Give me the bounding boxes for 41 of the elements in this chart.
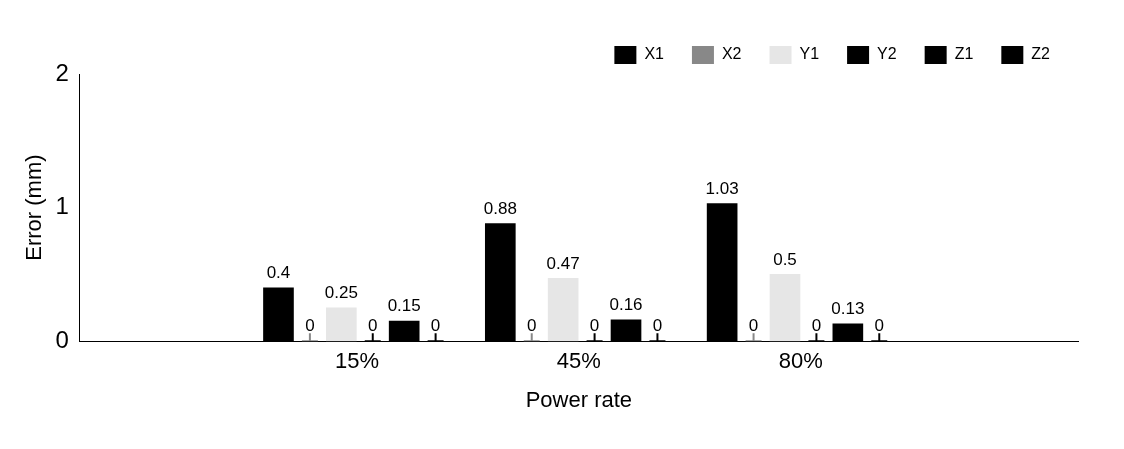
data-label: 0 — [874, 316, 885, 336]
bar — [706, 203, 738, 342]
bar — [769, 274, 801, 342]
legend-label: Z2 — [1031, 45, 1051, 63]
data-label: 0.16 — [609, 295, 643, 315]
y-tick-label: 0 — [55, 325, 69, 353]
x-tick-label: 80% — [778, 348, 823, 374]
data-label: 0 — [589, 316, 600, 336]
data-label: 0 — [527, 316, 537, 336]
bar — [263, 287, 294, 342]
y-tick-label: 2 — [55, 58, 69, 86]
data-label: 0.4 — [266, 262, 291, 282]
y-tick-label: 1 — [55, 192, 69, 220]
x-axis-title: Power rate — [525, 386, 633, 412]
legend-label: Y1 — [799, 45, 820, 63]
data-label: 0 — [748, 316, 759, 336]
data-label: 0 — [305, 316, 315, 336]
data-label: 0.88 — [483, 198, 517, 218]
bar — [610, 319, 642, 342]
legend-label: X1 — [644, 45, 665, 63]
legend-label: Y2 — [877, 45, 897, 63]
data-label: 0 — [652, 316, 663, 336]
legend-label: X2 — [721, 45, 742, 63]
y-axis-title: Error (mm) — [21, 154, 47, 261]
legend-label: Z1 — [954, 45, 974, 63]
bar — [484, 223, 516, 342]
data-label: 1.03 — [705, 178, 739, 198]
data-label: 0.25 — [324, 282, 358, 302]
bar — [326, 307, 357, 342]
data-label: 0.13 — [831, 299, 865, 319]
bar — [832, 323, 864, 342]
data-label: 0 — [430, 316, 441, 336]
data-label: 0.5 — [773, 249, 797, 269]
bar — [547, 278, 579, 342]
x-tick-label: 15% — [335, 348, 380, 374]
x-tick-label: 45% — [556, 348, 601, 374]
data-label: 0.47 — [546, 253, 580, 273]
data-label: 0 — [811, 316, 822, 336]
data-label: 0 — [368, 316, 378, 336]
data-label: 0.15 — [387, 296, 421, 316]
bar — [388, 320, 420, 342]
